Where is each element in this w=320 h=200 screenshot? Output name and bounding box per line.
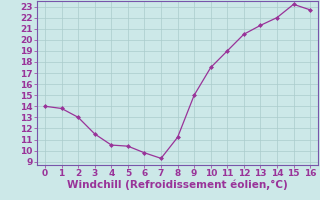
X-axis label: Windchill (Refroidissement éolien,°C): Windchill (Refroidissement éolien,°C) <box>67 180 288 190</box>
